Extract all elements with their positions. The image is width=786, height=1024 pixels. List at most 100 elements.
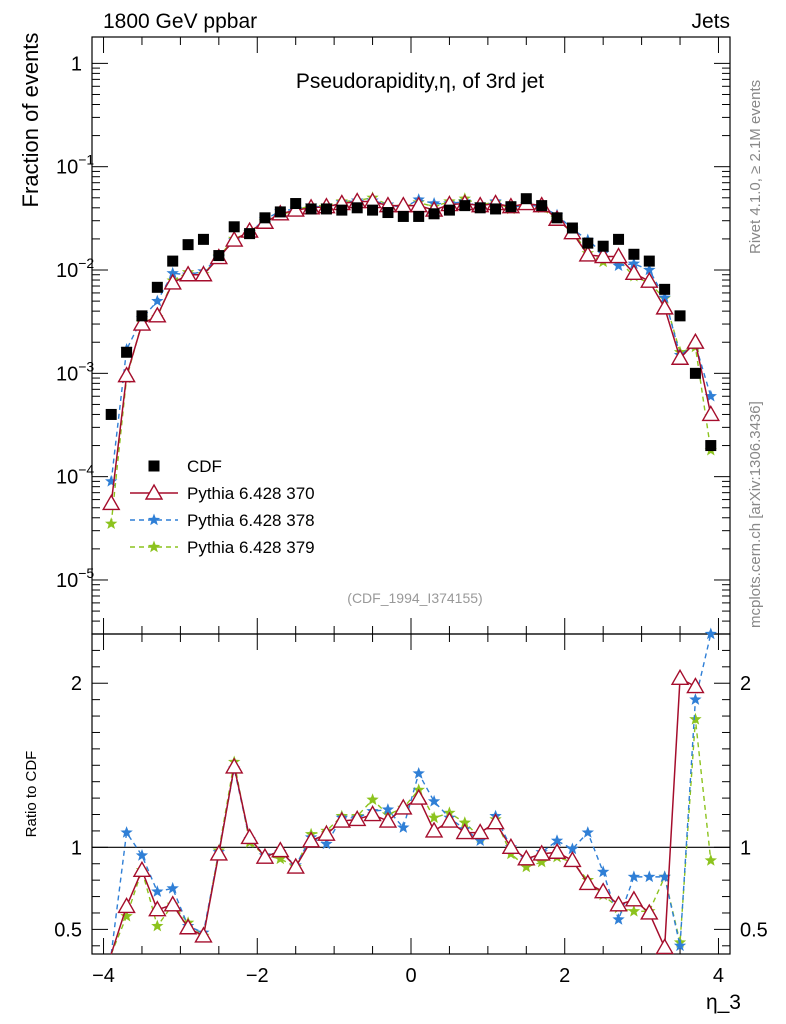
ratio-point-pythia-379 — [274, 852, 287, 865]
ratio-y-tick-label: 1 — [71, 837, 82, 859]
ratio-point-pythia-379 — [689, 712, 702, 725]
main-point-cdf — [121, 346, 133, 358]
ratio-point-pythia-370 — [640, 903, 659, 920]
main-point-pythia-370 — [701, 405, 720, 422]
main-point-pythia-370 — [640, 271, 659, 288]
main-panel: 10−5 10−4 10−3 10−2 10−1 1 Pseudorapidity,η, … — [18, 33, 731, 635]
main-point-cdf — [382, 207, 394, 219]
ratio-point-pythia-370 — [317, 824, 336, 841]
ratio-point-pythia-370 — [209, 844, 229, 861]
ratio-point-pythia-379 — [704, 854, 717, 866]
ratio-point-pythia-370 — [547, 842, 567, 859]
ratio-point-pythia-370 — [424, 821, 444, 838]
main-point-pythia-378 — [627, 257, 641, 269]
ratio-point-pythia-378 — [320, 837, 333, 850]
main-point-cdf — [305, 203, 317, 215]
analysis-id-label: (CDF_1994_I374155) — [347, 590, 482, 606]
main-point-cdf — [705, 440, 717, 452]
ratio-point-pythia-378 — [689, 693, 702, 705]
main-y-tick-label: 10−3 — [56, 358, 94, 385]
ratio-y-tick-label-right: 2 — [740, 673, 751, 695]
ratio-point-pythia-379 — [535, 855, 548, 868]
ratio-panel: 0.5 0.5 1 1 2 2 −4 −2 0 2 4 Ratio to CDF η_3 — [23, 627, 768, 1014]
main-y-tick-label: 1 — [71, 53, 82, 75]
main-point-cdf — [228, 221, 240, 233]
main-point-pythia-370 — [655, 298, 674, 315]
ratio-point-pythia-370 — [301, 831, 321, 848]
legend: CDF Pythia 6.428 370 Pythia 6.428 378 Pythi… — [130, 457, 315, 557]
main-point-cdf — [613, 233, 625, 245]
x-tick-label: −2 — [246, 965, 269, 987]
main-point-cdf — [413, 210, 425, 222]
ratio-y-tick-label-right: 0.5 — [740, 919, 768, 941]
main-point-pythia-370 — [286, 200, 305, 217]
ratio-point-pythia-378 — [427, 794, 441, 807]
main-point-cdf — [474, 202, 486, 214]
x-axis-label: η_3 — [706, 991, 741, 1014]
main-point-cdf — [320, 203, 332, 215]
main-point-cdf — [244, 228, 256, 240]
main-y-axis: 10−5 10−4 10−3 10−2 10−1 1 — [56, 53, 730, 635]
ratio-point-pythia-379 — [427, 811, 441, 824]
main-line-pythia-379 — [110, 197, 712, 524]
ratio-point-pythia-370 — [517, 849, 536, 866]
main-point-cdf — [259, 212, 271, 224]
main-point-cdf — [274, 206, 286, 218]
main-point-cdf — [597, 240, 609, 252]
ratio-point-pythia-370 — [178, 918, 198, 935]
ratio-point-pythia-378 — [704, 627, 717, 640]
ratio-point-pythia-370 — [163, 895, 182, 912]
main-x-axis — [103, 37, 719, 634]
ratio-line-pythia-379 — [110, 719, 712, 955]
main-point-pythia-370 — [178, 265, 198, 282]
main-point-cdf — [213, 250, 225, 262]
legend-label: Pythia 6.428 378 — [187, 511, 315, 530]
ratio-point-pythia-370 — [440, 811, 459, 828]
ratio-point-pythia-370 — [378, 811, 398, 828]
ratio-point-pythia-370 — [470, 823, 490, 840]
main-point-cdf — [628, 248, 640, 260]
ratio-point-pythia-378 — [581, 826, 594, 838]
ratio-point-pythia-370 — [655, 938, 674, 955]
ratio-point-pythia-378 — [658, 870, 671, 883]
ratio-point-pythia-370 — [670, 668, 690, 686]
ratio-series-group — [92, 627, 730, 955]
main-point-cdf — [351, 202, 363, 214]
main-point-cdf — [674, 310, 686, 322]
legend-marker-cdf — [148, 460, 160, 472]
ratio-point-pythia-379 — [120, 909, 133, 922]
ratio-point-pythia-370 — [532, 844, 551, 861]
ratio-point-pythia-370 — [224, 757, 244, 774]
main-point-pythia-370 — [117, 366, 136, 383]
ratio-point-pythia-370 — [593, 882, 613, 899]
ratio-point-pythia-378 — [381, 803, 395, 815]
main-point-pythia-378 — [105, 474, 118, 487]
ratio-point-pythia-370 — [347, 810, 367, 827]
main-point-pythia-370 — [194, 265, 213, 282]
main-point-pythia-378 — [612, 259, 625, 271]
main-point-cdf — [459, 200, 471, 212]
ratio-point-pythia-370 — [332, 811, 352, 828]
main-y-tick-label: 10−2 — [56, 255, 94, 282]
ratio-point-pythia-379 — [458, 816, 471, 828]
main-y-tick-label: 10−4 — [56, 462, 94, 489]
main-point-cdf — [689, 367, 701, 379]
ratio-point-pythia-370 — [286, 857, 305, 874]
main-point-pythia-378 — [166, 266, 179, 279]
main-point-cdf — [290, 198, 302, 210]
ratio-point-pythia-378 — [643, 870, 656, 883]
ratio-point-pythia-378 — [151, 885, 164, 897]
ratio-point-pythia-378 — [566, 842, 579, 855]
main-point-cdf — [582, 237, 594, 249]
ratio-point-pythia-379 — [151, 919, 164, 932]
main-point-cdf — [536, 200, 548, 212]
main-title: Pseudorapidity,η, of 3rd jet — [296, 70, 544, 93]
x-tick-label: −4 — [92, 965, 115, 987]
main-point-cdf — [105, 408, 117, 420]
ratio-point-pythia-370 — [409, 788, 428, 805]
main-point-pythia-370 — [224, 230, 244, 247]
ratio-point-pythia-370 — [501, 837, 521, 855]
ratio-point-pythia-370 — [194, 926, 213, 943]
ratio-point-pythia-378 — [135, 849, 149, 861]
main-point-pythia-370 — [578, 245, 598, 262]
